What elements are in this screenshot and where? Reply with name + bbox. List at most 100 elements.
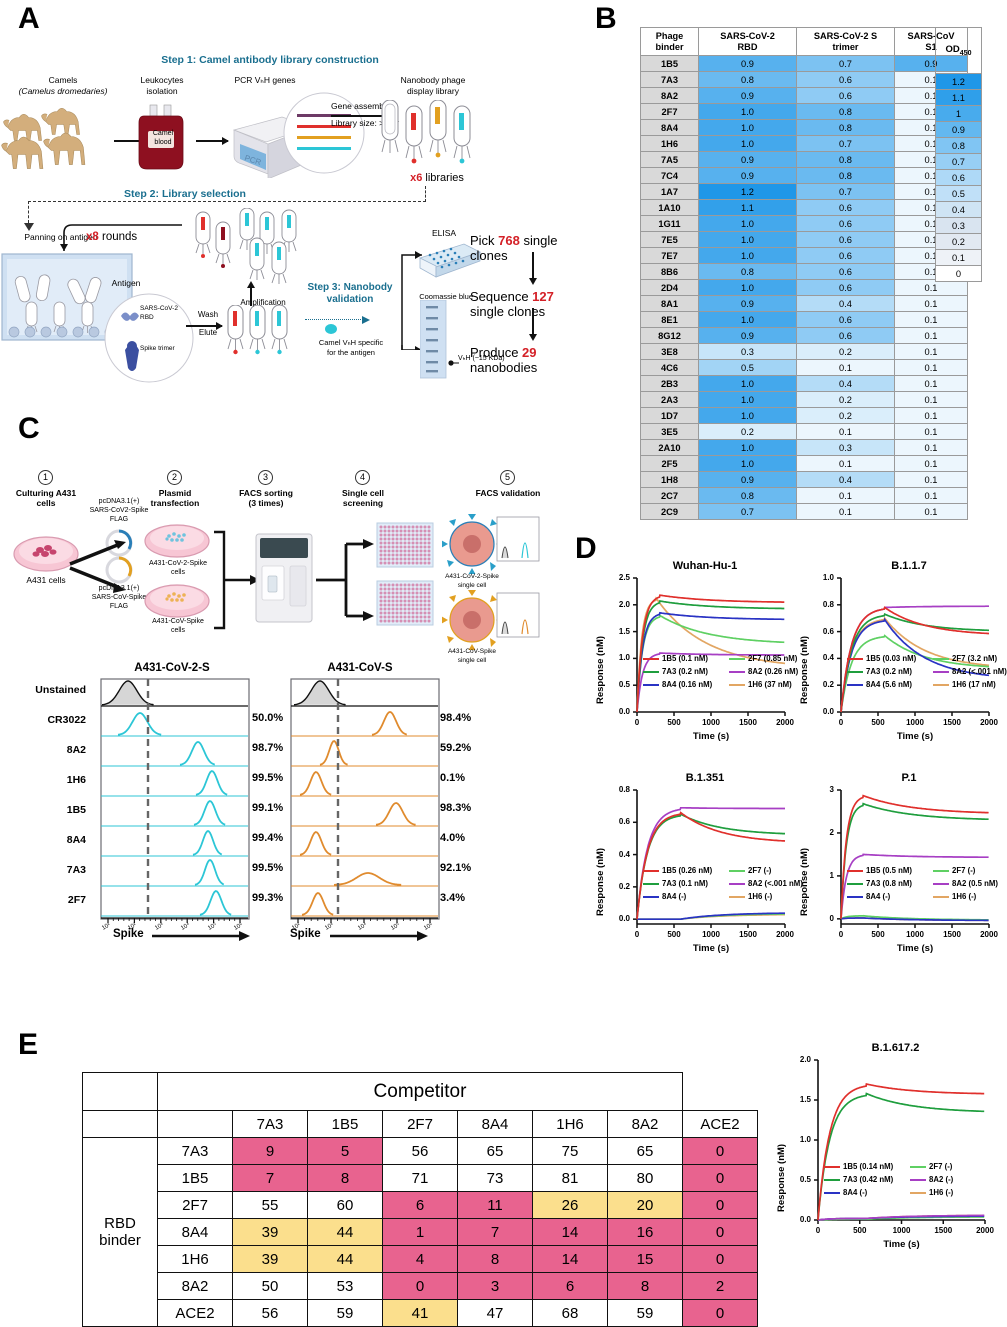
x-tick: 1000 [702, 718, 720, 727]
matrix-cell: 73 [457, 1164, 533, 1192]
legend-swatch-1H6 [729, 896, 745, 899]
cell-trimer: 0.8 [796, 151, 895, 169]
competition-matrix-wrap: Competitor 7A3 1B5 2F7 8A4 1H6 8A2 ACE2 RBD binde… [82, 1072, 758, 1327]
cell-rbd: 1.0 [698, 455, 797, 473]
matrix-cell: 14 [532, 1245, 608, 1273]
legend-swatch-8A2 [933, 671, 949, 674]
od-legend-cell: 0.1 [935, 249, 982, 266]
elute-label: Elute [198, 328, 218, 337]
step2-title: Step 2: Library selection [124, 188, 246, 200]
nanobody-library-label-2: display library [407, 86, 459, 96]
x-tick: 1000 [906, 930, 924, 939]
spike-axis-label-left: Spike [113, 928, 144, 940]
legend-label-1H6: 1H6 (-) [748, 892, 773, 901]
x-tick: 500 [853, 1226, 867, 1235]
dish-cov-spike-icon [144, 584, 210, 618]
x-tick: 1000 [906, 718, 924, 727]
matrix-col-header: 7A3 [232, 1110, 308, 1138]
cell-trimer: 0.6 [796, 279, 895, 297]
legend-swatch-7A3 [847, 883, 863, 886]
plot-title: P.1 [901, 772, 917, 784]
matrix-cell: 8 [457, 1245, 533, 1273]
matrix-cell: 56 [232, 1299, 308, 1327]
single1-label-1: A431-CoV-2-Spike [445, 573, 499, 580]
matrix-cell: 5 [307, 1137, 383, 1165]
cell-s1: 0.1 [894, 503, 968, 521]
table-header-row: Phage binder SARS-CoV-2 RBD SARS-CoV-2 S… [640, 26, 968, 57]
od-legend-cell: 1 [935, 105, 982, 122]
amplification-label: Amplification [240, 298, 286, 307]
cell-s1: 0.1 [894, 327, 968, 345]
antigen-spike-label: Spike trimer [140, 345, 175, 352]
cell-trimer: 0.6 [796, 199, 895, 217]
cell-rbd: 1.0 [698, 135, 797, 153]
od-legend-cell: 1.1 [935, 89, 982, 106]
matrix-row: 1B5 7 8 71 73 81 80 0 [83, 1164, 758, 1192]
table-row: 2C7 0.8 0.1 0.1 [640, 487, 968, 505]
branch-arrows-transfection [69, 540, 126, 593]
od-legend-row: 1.2 [935, 73, 982, 90]
matrix-cell: 1 [382, 1218, 458, 1246]
step-circle-1: 1 [38, 470, 53, 485]
x-tick: 1500 [739, 930, 757, 939]
legend-label-8A4: 8A4 (-) [866, 892, 891, 901]
matrix-cell: 65 [457, 1137, 533, 1165]
facs-row-label: 2F7 [67, 894, 86, 906]
matrix-cell: 6 [532, 1272, 608, 1300]
table-row: 1H6 1.0 0.7 0.1 [640, 135, 968, 153]
facs-row-label: CR3022 [47, 714, 86, 726]
cell-binder: 2A3 [640, 391, 699, 409]
matrix-col-header: ACE2 [682, 1110, 758, 1138]
cell-rbd: 1.0 [698, 279, 797, 297]
cell-binder: 7E5 [640, 231, 699, 249]
cell-binder: 1B5 [640, 55, 699, 73]
facs-percent-right: 3.4% [440, 892, 466, 904]
single2-label-2: single cell [457, 657, 487, 664]
matrix-cell: 0 [682, 1191, 758, 1219]
legend-label-2F7: 2F7 (3.2 nM) [952, 654, 998, 663]
cell-binder: 7E7 [640, 247, 699, 265]
cell-trimer: 0.6 [796, 263, 895, 281]
cell-trimer: 0.1 [796, 359, 895, 377]
cell-rbd: 0.9 [698, 167, 797, 185]
od-legend-cell: 0.9 [935, 121, 982, 138]
matrix-row: ACE2 56 59 41 47 68 59 0 [83, 1299, 758, 1327]
legend-label-8A2: 8A2 (<.001 nM) [748, 879, 803, 888]
legend-swatch-1H6 [729, 684, 745, 687]
y-tick: 1.0 [618, 653, 630, 663]
od-legend-row: 0.7 [935, 153, 982, 170]
matrix-row: 1H6 39 44 4 8 14 15 0 [83, 1245, 758, 1273]
cell-trimer: 0.8 [796, 103, 895, 121]
table-row: 8A2 0.9 0.6 0.1 [640, 87, 968, 105]
matrix-cell: 2 [682, 1272, 758, 1300]
coomassie-gel-icon [420, 300, 447, 379]
legend-swatch-7A3 [824, 1179, 840, 1182]
cell-s1: 0.1 [894, 471, 968, 489]
y-tick: 0.6 [618, 817, 630, 827]
cell-s1: 0.1 [894, 407, 968, 425]
legend-swatch-2F7 [729, 870, 745, 873]
cell-binder: 1A10 [640, 199, 699, 217]
step2-label-l2: transfection [150, 498, 200, 508]
facs-validation-hist-1 [496, 516, 540, 562]
od-legend-row: 0.4 [935, 201, 982, 218]
plot-title: B.1.617.2 [871, 1042, 920, 1054]
facs-percent-right: 98.4% [440, 712, 472, 724]
x-axis-title: Time (s) [692, 731, 730, 742]
matrix-cell: 0 [382, 1272, 458, 1300]
cell-binder: 7A3 [640, 71, 699, 89]
facs-percent-right: 92.1% [440, 862, 472, 874]
eluted-phages-icons [227, 305, 288, 355]
od450-legend-table: OD450 1.2 1.1 1 0.9 0.8 0.7 0.6 0.5 0.4 0.3 0.2 0.1… [935, 27, 982, 282]
y-tick: 0 [829, 913, 834, 923]
cell-rbd: 0.8 [698, 71, 797, 89]
th-trimer: SARS-CoV-2 S trimer [796, 26, 895, 57]
od450-legend-body: 1.2 1.1 1 0.9 0.8 0.7 0.6 0.5 0.4 0.3 0.2 0.1 0 [935, 73, 982, 282]
matrix-row-header: 8A4 [157, 1218, 233, 1246]
table-row: 4C6 0.5 0.1 0.1 [640, 359, 968, 377]
x-tick: 0 [838, 718, 844, 727]
x-tick: 1500 [943, 930, 961, 939]
x-tick: 0 [815, 1226, 821, 1235]
table-row: 8B6 0.8 0.6 0.1 [640, 263, 968, 281]
spike-axis-label-right: Spike [290, 928, 321, 940]
